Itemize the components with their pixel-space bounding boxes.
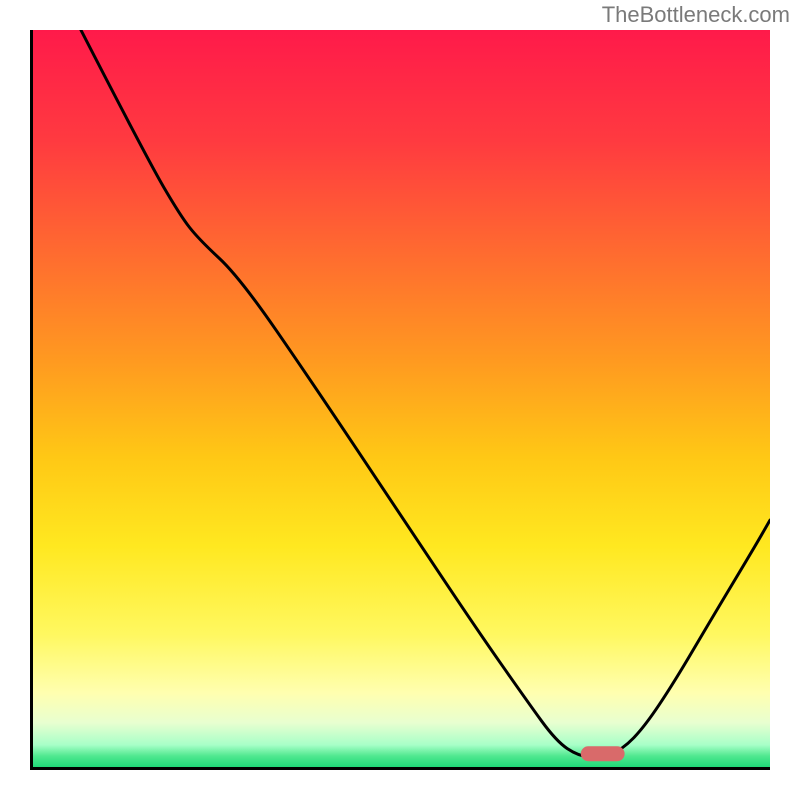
chart-curve-layer <box>33 30 770 767</box>
optimal-marker <box>581 746 625 761</box>
watermark-text: TheBottleneck.com <box>602 2 790 28</box>
chart-plot-area <box>30 30 770 770</box>
bottleneck-curve <box>81 30 770 757</box>
